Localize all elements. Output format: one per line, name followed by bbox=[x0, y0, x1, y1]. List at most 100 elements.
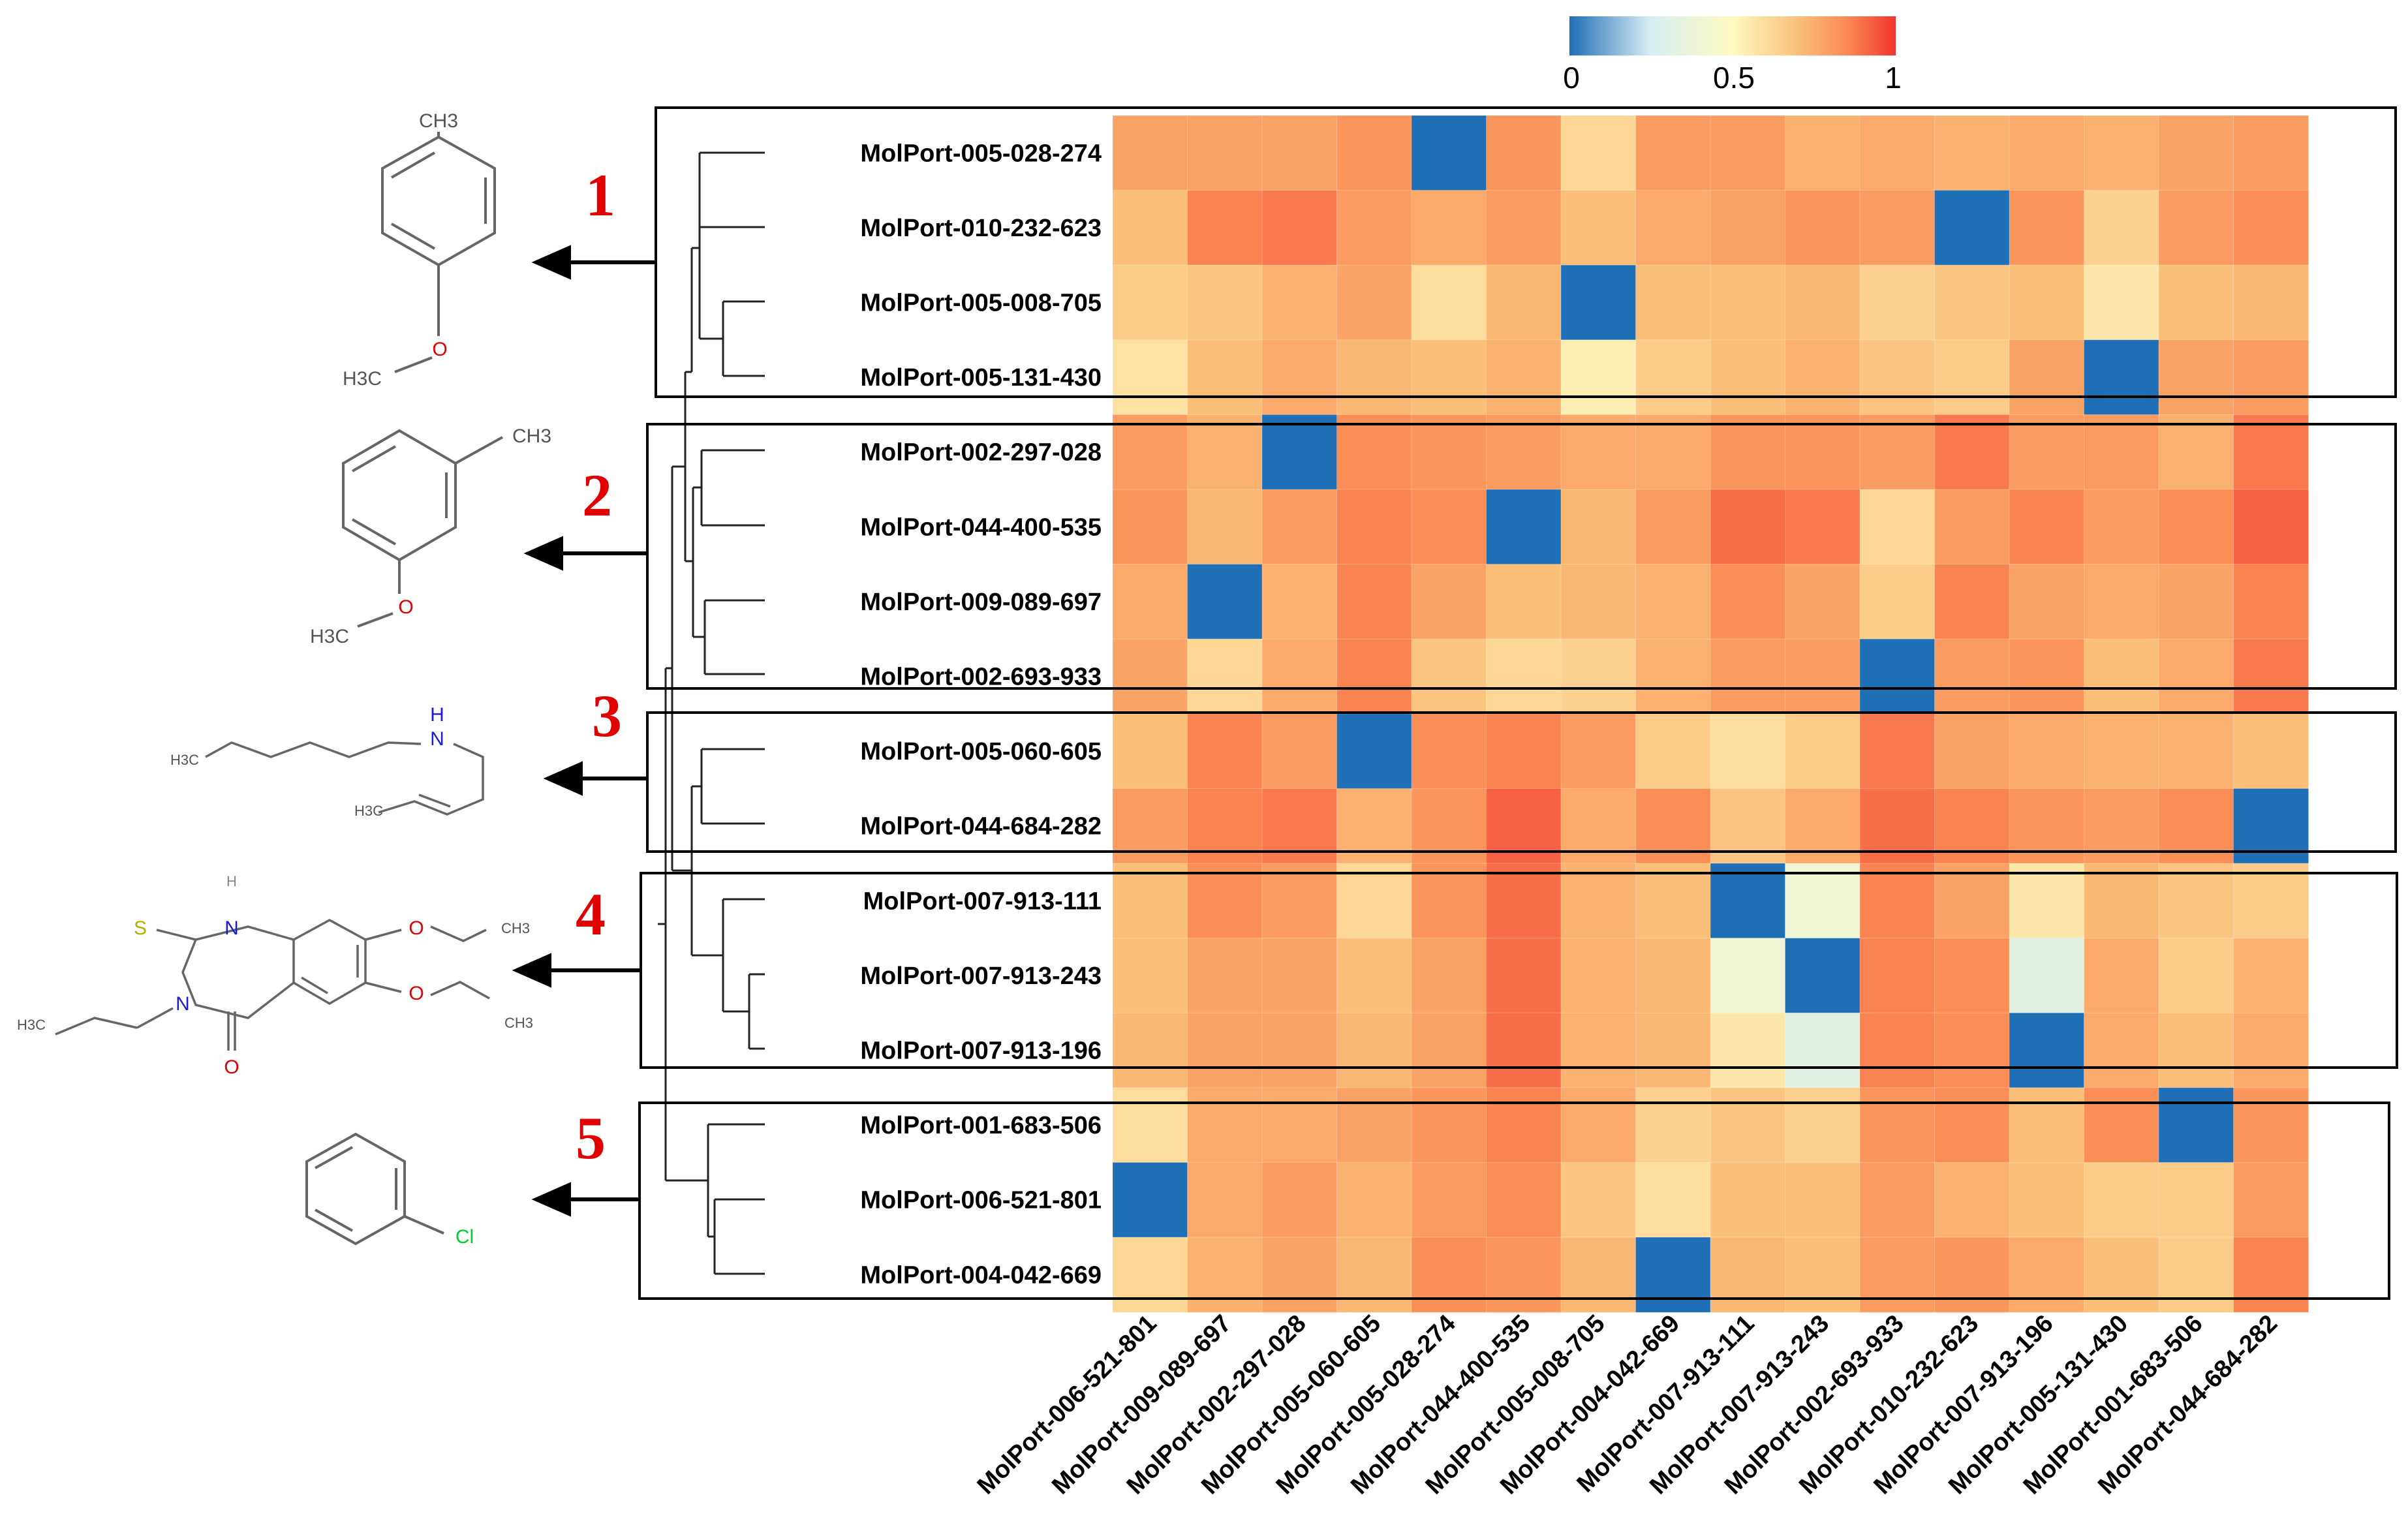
heatmap-cell bbox=[1187, 1012, 1263, 1088]
heatmap-cell bbox=[1710, 564, 1786, 640]
structure-2-ring bbox=[342, 429, 457, 562]
structure-5: Cl bbox=[305, 1132, 474, 1248]
heatmap-cell bbox=[2009, 115, 2085, 191]
heatmap-cell bbox=[1486, 489, 1562, 565]
group-label-3: 3 bbox=[592, 683, 622, 749]
heatmap-cell bbox=[2084, 1012, 2160, 1088]
heatmap-cell bbox=[2158, 938, 2234, 1014]
heatmap-cell bbox=[1635, 1087, 1712, 1163]
heatmap-cell bbox=[1710, 414, 1786, 491]
colorbar-tick-0: 0 bbox=[1563, 61, 1580, 95]
structure-4-ch3-b: CH3 bbox=[504, 1015, 533, 1031]
heatmap-cell bbox=[1785, 938, 1861, 1014]
row-label: MolPort-004-042-669 bbox=[860, 1261, 1102, 1289]
heatmap-cell bbox=[1934, 1162, 2011, 1239]
heatmap-cell bbox=[2009, 190, 2085, 266]
heatmap-cell bbox=[2158, 1087, 2234, 1163]
heatmap-cell bbox=[2158, 564, 2234, 640]
heatmap-cell bbox=[1785, 1087, 1861, 1163]
row-label: MolPort-002-693-933 bbox=[860, 664, 1102, 691]
heatmap-cell bbox=[2233, 863, 2309, 939]
row-label: MolPort-002-297-028 bbox=[860, 439, 1102, 467]
group-label-2: 2 bbox=[582, 462, 612, 529]
arrow-1-head bbox=[531, 245, 571, 280]
heatmap-cell bbox=[1187, 713, 1263, 790]
dendro-branch bbox=[658, 371, 711, 1182]
heatmap-cell bbox=[1934, 713, 2011, 790]
structure-2-inner-bond bbox=[352, 445, 396, 472]
structure-1-ch3: CH3 bbox=[419, 110, 458, 132]
heatmap-cell bbox=[2009, 638, 2085, 715]
structure-1-inner-bond bbox=[391, 151, 435, 179]
heatmap-cell bbox=[1859, 863, 1936, 939]
heatmap-cell bbox=[1112, 863, 1188, 939]
heatmap-cell bbox=[1187, 1237, 1263, 1313]
heatmap-cell bbox=[1635, 264, 1712, 341]
row-label: MolPort-005-028-274 bbox=[860, 140, 1102, 167]
row-label: MolPort-005-008-705 bbox=[860, 290, 1102, 317]
dendro-branch bbox=[702, 1123, 765, 1275]
colorbar-gradient bbox=[1569, 16, 1896, 55]
heatmap-cell bbox=[1261, 1162, 1338, 1239]
heatmap-cell bbox=[1934, 339, 2011, 416]
heatmap-cell bbox=[2233, 1162, 2309, 1239]
heatmap-cell bbox=[2233, 713, 2309, 790]
heatmap-cell bbox=[1710, 1237, 1786, 1313]
heatmap-cell bbox=[2009, 1012, 2085, 1088]
structure-4-ring-right bbox=[292, 919, 367, 1006]
heatmap-cell bbox=[1261, 264, 1338, 341]
heatmap-cell bbox=[1934, 264, 2011, 341]
heatmap-cell bbox=[1112, 339, 1188, 416]
structure-5-bond bbox=[404, 1215, 444, 1235]
heatmap-cell bbox=[1261, 1087, 1338, 1163]
heatmap-cell bbox=[2009, 938, 2085, 1014]
heatmap-cell bbox=[1859, 938, 1936, 1014]
structure-4-o2-bond bbox=[365, 981, 402, 993]
heatmap-cell bbox=[1486, 638, 1562, 715]
heatmap-cell bbox=[1187, 115, 1263, 191]
heatmap-cell bbox=[1112, 264, 1188, 341]
heatmap-cell bbox=[1560, 863, 1637, 939]
heatmap-cell bbox=[1261, 564, 1338, 640]
structure-2-bond bbox=[357, 612, 394, 628]
structure-4-n2: N bbox=[176, 993, 190, 1015]
heatmap-cell bbox=[2158, 713, 2234, 790]
heatmap-cell bbox=[1934, 1087, 2011, 1163]
heatmap-cell bbox=[1336, 1237, 1413, 1313]
heatmap-cell bbox=[1336, 863, 1413, 939]
arrow-3-head bbox=[543, 761, 583, 796]
row-labels: MolPort-005-028-274 MolPort-010-232-623 Mo… bbox=[860, 140, 1102, 1289]
heatmap-cell bbox=[1411, 115, 1487, 191]
heatmap-cell bbox=[1785, 414, 1861, 491]
heatmap-cell bbox=[2084, 489, 2160, 565]
heatmap-cell bbox=[2084, 414, 2160, 491]
heatmap-cell bbox=[2009, 489, 2085, 565]
heatmap-cell bbox=[1710, 1087, 1786, 1163]
structure-4-o2: O bbox=[409, 983, 424, 1004]
heatmap-cell bbox=[1785, 713, 1861, 790]
heatmap-cell bbox=[2084, 938, 2160, 1014]
heatmap-cell bbox=[1261, 938, 1338, 1014]
heatmap-cell bbox=[1710, 938, 1786, 1014]
heatmap-cell bbox=[1635, 638, 1712, 715]
arrow-5-head bbox=[531, 1182, 571, 1217]
structure-1-ring bbox=[381, 135, 496, 267]
heatmap-cell bbox=[1261, 414, 1338, 491]
structure-2-h3c: H3C bbox=[310, 626, 349, 647]
heatmap-cell bbox=[2233, 1012, 2309, 1088]
heatmap-cell bbox=[1635, 564, 1712, 640]
heatmap-cell bbox=[1859, 414, 1936, 491]
heatmap-cell bbox=[1859, 1237, 1936, 1313]
heatmap-cell bbox=[1859, 489, 1936, 565]
heatmap-cell bbox=[2158, 190, 2234, 266]
structure-5-inner-bond bbox=[315, 1209, 353, 1232]
structure-1: CH3 O H3C bbox=[343, 110, 496, 390]
heatmap-cell bbox=[1785, 638, 1861, 715]
row-label: MolPort-001-683-506 bbox=[860, 1112, 1102, 1139]
heatmap-cell bbox=[1486, 414, 1562, 491]
structure-4-h: H bbox=[226, 873, 237, 889]
group-label-1: 1 bbox=[585, 162, 615, 228]
heatmap-cell bbox=[1187, 339, 1263, 416]
heatmap-cell bbox=[1785, 1162, 1861, 1239]
heatmap-cell bbox=[1336, 115, 1413, 191]
